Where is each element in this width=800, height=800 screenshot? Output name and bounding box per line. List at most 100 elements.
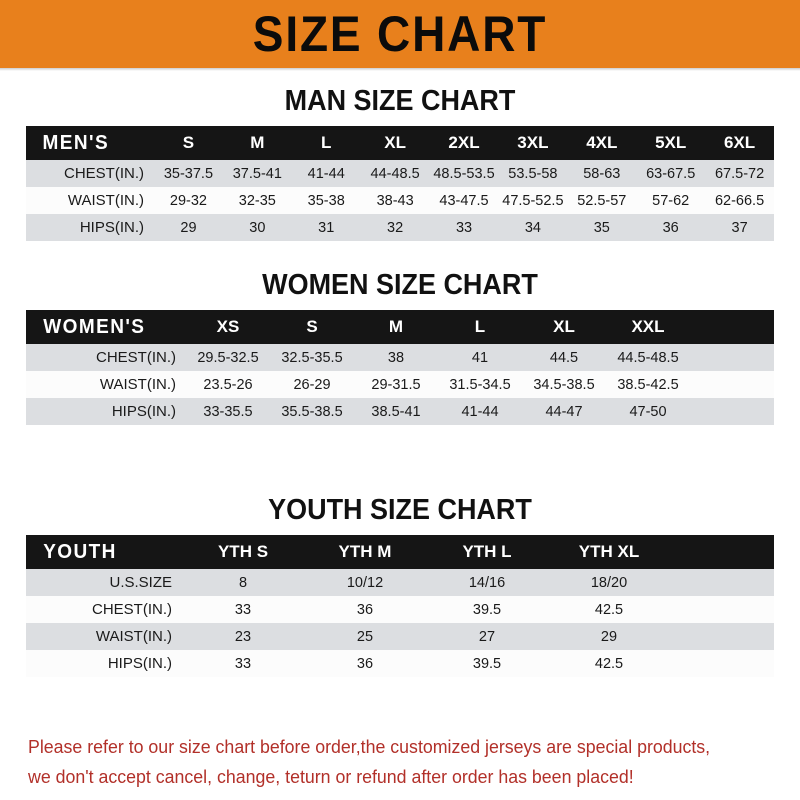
men-measurement-cell: 52.5-57 (577, 192, 627, 209)
youth-measurement-cell: 42.5 (594, 601, 624, 618)
youth-measurement-cell: 42.5 (594, 655, 624, 672)
men-measurement-cell: 41-44 (307, 165, 345, 182)
youth-size-column-header: YTH XL (578, 542, 640, 561)
men-measurement-cell: 58-63 (583, 165, 621, 182)
men-size-column-header: 5XL (655, 133, 687, 152)
men-measurement-cell: 53.5-58 (508, 165, 558, 182)
women-size-column-header: XS (216, 317, 240, 336)
women-measurement-cell: 44-47 (545, 403, 583, 420)
youth-cell-spacer (670, 650, 774, 677)
men-table-header-row: MEN'S S M L XL 2XL 3XL 4XL 5XL 6XL (26, 126, 775, 160)
youth-measurement-cell: 18/20 (590, 574, 628, 591)
table-row: HIPS(IN.) 33-35.5 35.5-38.5 38.5-41 41-44 44-… (26, 398, 774, 425)
youth-measurement-cell: 33 (234, 655, 252, 672)
women-size-column-header: M (388, 317, 404, 336)
youth-header-label: YOUTH (43, 540, 117, 563)
youth-row-label: HIPS(IN.) (107, 655, 172, 672)
section-title-youth: YOUTH SIZE CHART (268, 494, 532, 526)
youth-measurement-cell: 25 (356, 628, 374, 645)
table-row: WAIST(IN.) 23.5-26 26-29 29-31.5 31.5-34.5 34… (26, 371, 774, 398)
men-size-column-header: S (182, 133, 195, 152)
women-measurement-cell: 35.5-38.5 (281, 403, 343, 420)
men-row-label: CHEST(IN.) (64, 165, 144, 182)
men-measurement-cell: 32-35 (238, 192, 276, 209)
page-title: SIZE CHART (252, 6, 548, 62)
section-man-size-chart: MAN SIZE CHART MEN'S S M L XL 2XL 3XL 4XL 5XL 6XL… (26, 84, 775, 241)
men-measurement-cell: 32 (387, 219, 404, 236)
women-measurement-cell: 41-44 (461, 403, 499, 420)
youth-measurement-cell: 36 (356, 655, 374, 672)
women-measurement-cell: 47-50 (629, 403, 667, 420)
women-size-table: WOMEN'S XS S M L XL XXL CHEST(IN.) 29.5-32.5 32.5… (26, 310, 774, 425)
table-row: CHEST(IN.) 29.5-32.5 32.5-35.5 38 41 44.5 44.5… (26, 344, 774, 371)
table-row: U.S.SIZE 8 10/12 14/16 18/20 (26, 569, 774, 596)
disclaimer-line-1: Please refer to our size chart before or… (28, 736, 711, 757)
women-measurement-cell: 32.5-35.5 (281, 349, 343, 366)
youth-cell-spacer (670, 623, 774, 650)
table-row: HIPS(IN.) 29 30 31 32 33 34 35 36 37 (26, 214, 775, 241)
youth-measurement-cell: 33 (234, 601, 252, 618)
table-row: HIPS(IN.) 33 36 39.5 42.5 (26, 650, 774, 677)
women-measurement-cell: 29-31.5 (371, 376, 421, 393)
women-measurement-cell: 34.5-38.5 (533, 376, 595, 393)
men-row-label: WAIST(IN.) (67, 192, 144, 209)
women-measurement-cell: 41 (471, 349, 489, 366)
men-size-column-header: 4XL (586, 133, 618, 152)
women-size-column-header: XXL (631, 317, 665, 336)
page-banner: SIZE CHART (0, 0, 800, 68)
women-row-label: WAIST(IN.) (99, 376, 176, 393)
men-measurement-cell: 35 (593, 219, 610, 236)
youth-cell-spacer (670, 596, 774, 623)
women-measurement-cell: 38.5-42.5 (617, 376, 679, 393)
men-measurement-cell: 38-43 (376, 192, 414, 209)
men-size-column-header: L (321, 133, 332, 152)
youth-size-table: YOUTH YTH S YTH M YTH L YTH XL U.S.SIZE 8 10/12… (26, 535, 774, 677)
men-measurement-cell: 36 (662, 219, 679, 236)
men-measurement-cell: 29 (180, 219, 197, 236)
youth-measurement-cell: 8 (238, 574, 248, 591)
women-size-column-header: S (306, 317, 318, 336)
youth-measurement-cell: 39.5 (472, 601, 502, 618)
men-row-label: HIPS(IN.) (79, 219, 144, 236)
men-measurement-cell: 35-38 (307, 192, 345, 209)
women-size-column-header: XL (553, 317, 575, 336)
men-size-column-header: XL (384, 133, 406, 152)
order-disclaimer: Please refer to our size chart before or… (28, 732, 746, 792)
table-row: WAIST(IN.) 29-32 32-35 35-38 38-43 43-47.5 47.… (26, 187, 775, 214)
men-measurement-cell: 34 (524, 219, 541, 236)
women-row-label: HIPS(IN.) (111, 403, 176, 420)
youth-row-label: WAIST(IN.) (95, 628, 172, 645)
youth-measurement-cell: 27 (478, 628, 496, 645)
men-measurement-cell: 57-62 (652, 192, 690, 209)
men-measurement-cell: 44-48.5 (370, 165, 420, 182)
men-measurement-cell: 29-32 (169, 192, 207, 209)
youth-header-spacer (670, 535, 774, 569)
women-measurement-cell: 33-35.5 (203, 403, 253, 420)
table-row: CHEST(IN.) 33 36 39.5 42.5 (26, 596, 774, 623)
women-cell-spacer (690, 344, 774, 371)
men-measurement-cell: 63-67.5 (646, 165, 696, 182)
men-measurement-cell: 62-66.5 (714, 192, 765, 209)
men-header-label: MEN'S (42, 131, 110, 154)
men-measurement-cell: 48.5-53.5 (433, 165, 495, 182)
women-measurement-cell: 23.5-26 (203, 376, 253, 393)
men-measurement-cell: 37.5-41 (232, 165, 282, 182)
women-measurement-cell: 44.5 (549, 349, 579, 366)
table-row: WAIST(IN.) 23 25 27 29 (26, 623, 774, 650)
women-row-label: CHEST(IN.) (96, 349, 176, 366)
youth-measurement-cell: 29 (600, 628, 618, 645)
section-youth-size-chart: YOUTH SIZE CHART YOUTH YTH S YTH M YTH L YTH… (26, 493, 774, 677)
men-size-column-header: 3XL (517, 133, 549, 152)
banner-shadow-divider (0, 68, 800, 71)
men-measurement-cell: 47.5-52.5 (502, 192, 564, 209)
women-size-column-header: L (474, 317, 486, 336)
youth-size-column-header: YTH M (338, 542, 392, 561)
youth-measurement-cell: 39.5 (472, 655, 502, 672)
men-size-column-header: M (250, 133, 265, 152)
women-measurement-cell: 31.5-34.5 (449, 376, 511, 393)
youth-row-label: CHEST(IN.) (92, 601, 172, 618)
women-header-label: WOMEN'S (43, 315, 146, 338)
women-table-header-row: WOMEN'S XS S M L XL XXL (26, 310, 774, 344)
women-measurement-cell: 38.5-41 (371, 403, 421, 420)
women-cell-spacer (690, 398, 774, 425)
